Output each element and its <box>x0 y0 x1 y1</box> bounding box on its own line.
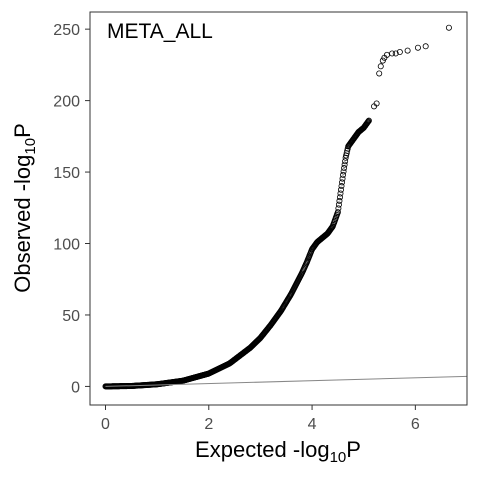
data-point <box>342 158 349 165</box>
data-point <box>379 57 386 64</box>
data-point <box>337 190 344 197</box>
data-point <box>364 119 371 126</box>
data-point <box>338 183 345 190</box>
data-point <box>396 49 403 56</box>
chart-title: META_ALL <box>107 20 213 43</box>
data-point <box>344 147 351 154</box>
data-point <box>376 70 383 77</box>
data-point <box>341 165 348 172</box>
x-tick-label: 2 <box>204 416 213 433</box>
x-tick-label: 0 <box>101 416 110 433</box>
data-point <box>339 175 346 182</box>
data-point <box>342 154 349 161</box>
data-points <box>102 24 452 390</box>
y-axis-title-subscript: 10 <box>22 138 39 155</box>
y-axis-title-main: Observed -log <box>10 155 35 293</box>
data-point <box>341 161 348 168</box>
data-point <box>377 63 384 70</box>
y-axis-title: Observed -log10P <box>10 123 39 293</box>
reference-line <box>105 375 468 387</box>
data-point <box>445 24 452 31</box>
data-point <box>340 171 347 178</box>
data-point <box>414 44 421 51</box>
x-axis-title-subscript: 10 <box>330 449 347 466</box>
data-point <box>337 186 344 193</box>
y-tick-label: 100 <box>53 237 80 254</box>
data-point <box>340 168 347 175</box>
data-point <box>389 50 396 57</box>
y-tick-label: 150 <box>53 165 80 182</box>
x-tick-label: 6 <box>411 416 420 433</box>
y-tick-label: 250 <box>53 22 80 39</box>
data-point <box>404 47 411 54</box>
x-tick-label: 4 <box>308 416 317 433</box>
y-axis-ticks: 0 50 100 150 200 250 <box>53 22 90 396</box>
y-tick-label: 50 <box>62 308 80 325</box>
data-point <box>392 50 399 57</box>
y-axis-title-suffix: P <box>10 123 35 138</box>
x-axis-title: Expected -log10P <box>195 437 361 466</box>
x-axis-title-suffix: P <box>346 437 361 462</box>
data-point <box>343 152 350 159</box>
reference-line-layer <box>105 375 468 387</box>
data-point <box>365 118 372 125</box>
data-point <box>343 150 350 157</box>
y-tick-label: 200 <box>53 94 80 111</box>
data-point <box>365 117 372 124</box>
data-point <box>334 209 341 216</box>
panel-border <box>89 11 468 406</box>
y-tick-label: 0 <box>71 379 80 396</box>
x-axis-title-main: Expected -log <box>195 437 330 462</box>
data-point <box>336 194 343 201</box>
data-point <box>422 43 429 50</box>
data-point <box>335 205 342 212</box>
data-point <box>335 201 342 208</box>
x-axis-ticks: 0 2 4 6 <box>101 405 420 433</box>
data-point <box>336 197 343 204</box>
data-point <box>339 179 346 186</box>
data-point <box>373 100 380 107</box>
